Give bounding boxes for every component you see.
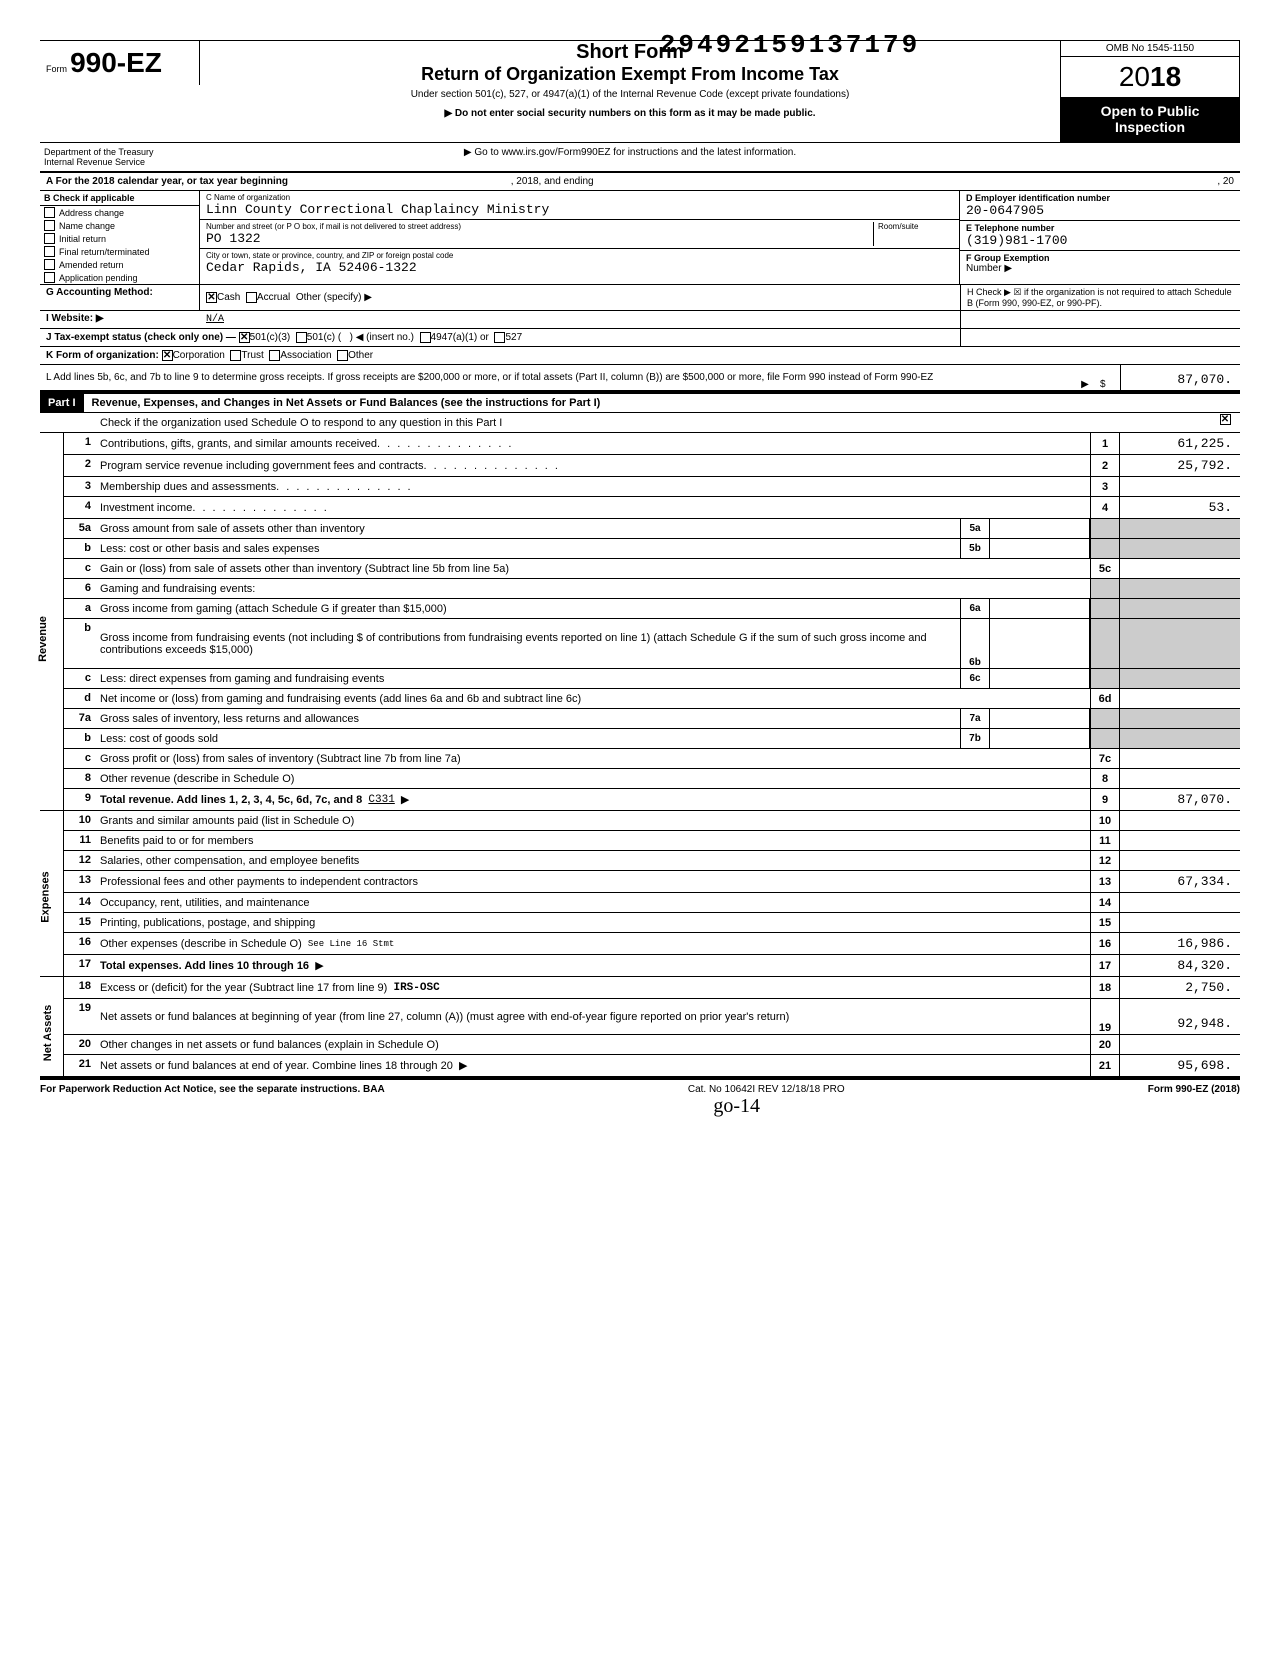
part-1-header: Part I Revenue, Expenses, and Changes in…	[40, 392, 1240, 413]
line-18-val: 2,750.	[1120, 977, 1240, 998]
gross-receipts: 87,070.	[1120, 365, 1240, 390]
net-assets-section: Net Assets 18Excess or (deficit) for the…	[40, 977, 1240, 1078]
checkbox-final-return[interactable]	[44, 246, 55, 257]
dept-treasury: Department of the Treasury	[44, 147, 196, 157]
line-10-val	[1120, 811, 1240, 830]
line-1-val: 61,225.	[1120, 433, 1240, 454]
line-7c-val	[1120, 749, 1240, 768]
line-20-val	[1120, 1035, 1240, 1054]
org-address: PO 1322	[206, 231, 873, 246]
checkbox-other-org[interactable]	[337, 350, 348, 361]
line-2-val: 25,792.	[1120, 455, 1240, 476]
org-city: Cedar Rapids, IA 52406-1322	[206, 260, 953, 275]
checkbox-initial-return[interactable]	[44, 233, 55, 244]
checkbox-address-change[interactable]	[44, 207, 55, 218]
line-6d-val	[1120, 689, 1240, 708]
checkbox-501c3[interactable]	[239, 332, 250, 343]
line-19-val: 92,948.	[1120, 999, 1240, 1034]
line-12-val	[1120, 851, 1240, 870]
checkbox-corp[interactable]	[162, 350, 173, 361]
line-17-val: 84,320.	[1120, 955, 1240, 976]
year-box: OMB No 1545-1150 2018 Open to Public Ins…	[1060, 40, 1240, 142]
title-main: Return of Organization Exempt From Incom…	[210, 64, 1050, 85]
open-public-1: Open to Public	[1067, 103, 1233, 119]
line-11-val	[1120, 831, 1240, 850]
checkbox-527[interactable]	[494, 332, 505, 343]
handwritten-note: go-14	[0, 1095, 760, 1118]
line-13-val: 67,334.	[1120, 871, 1240, 892]
checkbox-501c[interactable]	[296, 332, 307, 343]
line-15-val	[1120, 913, 1240, 932]
section-c: C Name of organization Linn County Corre…	[200, 191, 960, 284]
section-h: H Check ▶ ☒ if the organization is not r…	[960, 285, 1240, 310]
section-a-label: A For the 2018 calendar year, or tax yea…	[46, 176, 288, 187]
checkbox-accrual[interactable]	[246, 292, 257, 303]
line-9-val: 87,070.	[1120, 789, 1240, 810]
line-5c-val	[1120, 559, 1240, 578]
line-14-val	[1120, 893, 1240, 912]
form-header: Form 990-EZ Short Form Return of Organiz…	[40, 40, 1240, 142]
checkbox-amended[interactable]	[44, 259, 55, 270]
expenses-section: Expenses 10Grants and similar amounts pa…	[40, 811, 1240, 977]
page-footer: For Paperwork Reduction Act Notice, see …	[40, 1078, 1240, 1095]
section-de: D Employer identification number 20-0647…	[960, 191, 1240, 284]
note-website: ▶ Go to www.irs.gov/Form990EZ for instru…	[200, 143, 1060, 171]
org-name: Linn County Correctional Chaplaincy Mini…	[206, 202, 953, 217]
ein: 20-0647905	[966, 203, 1234, 218]
checkbox-trust[interactable]	[230, 350, 241, 361]
title-short: Short Form	[210, 41, 1050, 64]
title-under: Under section 501(c), 527, or 4947(a)(1)…	[210, 89, 1050, 100]
line-4-val: 53.	[1120, 497, 1240, 518]
section-l-text: L Add lines 5b, 6c, and 7b to line 9 to …	[46, 372, 933, 383]
phone: (319)981-1700	[966, 233, 1234, 248]
checkbox-name-change[interactable]	[44, 220, 55, 231]
form-number: 990-EZ	[70, 47, 162, 78]
revenue-section: Revenue 1Contributions, gifts, grants, a…	[40, 433, 1240, 811]
checkbox-cash[interactable]	[206, 292, 217, 303]
open-public-2: Inspection	[1067, 119, 1233, 135]
section-a-mid: , 2018, and ending	[511, 176, 594, 187]
dept-irs: Internal Revenue Service	[44, 157, 196, 167]
form-prefix: Form	[46, 64, 67, 74]
line-16-val: 16,986.	[1120, 933, 1240, 954]
line-8-val	[1120, 769, 1240, 788]
checkbox-schedule-o[interactable]	[1220, 414, 1231, 425]
section-a-end: , 20	[1060, 173, 1240, 190]
note-ssn: ▶ Do not enter social security numbers o…	[210, 108, 1050, 119]
checkbox-app-pending[interactable]	[44, 272, 55, 283]
website-value: N/A	[206, 314, 224, 325]
checkbox-assoc[interactable]	[269, 350, 280, 361]
checkbox-4947[interactable]	[420, 332, 431, 343]
line-21-val: 95,698.	[1120, 1055, 1240, 1076]
section-b: B Check if applicable Address change Nam…	[40, 191, 200, 284]
omb-number: OMB No 1545-1150	[1061, 41, 1239, 57]
line-3-val	[1120, 477, 1240, 496]
